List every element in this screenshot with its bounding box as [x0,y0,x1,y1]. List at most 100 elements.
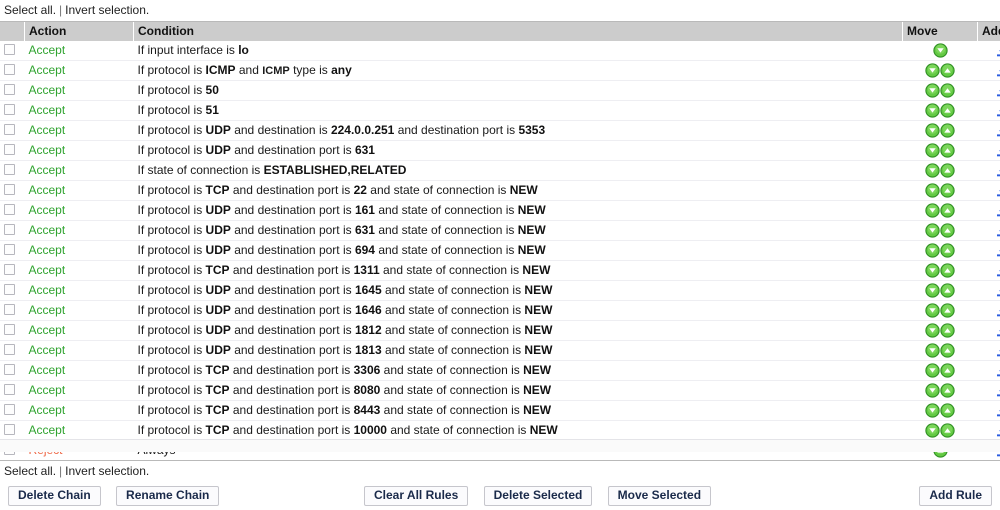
move-down-icon[interactable] [925,403,940,418]
row-checkbox[interactable] [4,364,15,375]
move-down-icon[interactable] [925,83,940,98]
row-checkbox[interactable] [4,184,15,195]
move-up-icon[interactable] [940,143,955,158]
move-up-icon[interactable] [940,123,955,138]
move-down-icon[interactable] [925,203,940,218]
select-all-link-top[interactable]: Select all. [4,3,56,17]
add-below-icon[interactable] [996,123,1000,137]
row-checkbox[interactable] [4,284,15,295]
add-below-icon[interactable] [996,203,1000,217]
rename-chain-button[interactable]: Rename Chain [116,486,219,506]
add-below-icon[interactable] [996,323,1000,337]
row-checkbox[interactable] [4,84,15,95]
move-down-icon[interactable] [925,223,940,238]
row-checkbox[interactable] [4,64,15,75]
row-checkbox[interactable] [4,104,15,115]
row-checkbox[interactable] [4,44,15,55]
rule-action-link[interactable]: Accept [29,123,66,137]
move-up-icon[interactable] [940,423,955,438]
add-below-icon[interactable] [996,243,1000,257]
select-all-link-bottom[interactable]: Select all. [4,464,56,478]
row-checkbox[interactable] [4,324,15,335]
move-up-icon[interactable] [940,383,955,398]
rule-action-link[interactable]: Accept [29,343,66,357]
rule-action-link[interactable]: Accept [29,63,66,77]
row-checkbox[interactable] [4,164,15,175]
rule-action-link[interactable]: Accept [29,323,66,337]
row-checkbox[interactable] [4,264,15,275]
move-up-icon[interactable] [940,343,955,358]
move-down-icon[interactable] [925,103,940,118]
row-checkbox[interactable] [4,244,15,255]
move-down-icon[interactable] [925,383,940,398]
add-below-icon[interactable] [996,143,1000,157]
move-up-icon[interactable] [940,163,955,178]
move-up-icon[interactable] [940,63,955,78]
row-checkbox[interactable] [4,204,15,215]
rule-action-link[interactable]: Accept [29,103,66,117]
rule-action-link[interactable]: Accept [29,43,66,57]
rule-action-link[interactable]: Accept [29,363,66,377]
add-below-icon[interactable] [996,303,1000,317]
rule-action-link[interactable]: Accept [29,243,66,257]
row-checkbox[interactable] [4,304,15,315]
row-checkbox[interactable] [4,404,15,415]
invert-selection-link-top[interactable]: Invert selection. [65,3,149,17]
add-below-icon[interactable] [996,283,1000,297]
move-down-icon[interactable] [925,363,940,378]
delete-chain-button[interactable]: Delete Chain [8,486,101,506]
rule-action-link[interactable]: Accept [29,403,66,417]
move-up-icon[interactable] [940,83,955,98]
move-down-icon[interactable] [925,283,940,298]
add-below-icon[interactable] [996,263,1000,277]
move-up-icon[interactable] [940,283,955,298]
move-down-icon[interactable] [925,323,940,338]
add-below-icon[interactable] [996,223,1000,237]
rule-action-link[interactable]: Accept [29,263,66,277]
move-down-icon[interactable] [933,43,948,58]
row-checkbox[interactable] [4,384,15,395]
add-below-icon[interactable] [996,403,1000,417]
rule-action-link[interactable]: Accept [29,203,66,217]
add-below-icon[interactable] [996,183,1000,197]
add-below-icon[interactable] [996,83,1000,97]
add-below-icon[interactable] [996,163,1000,177]
add-below-icon[interactable] [996,103,1000,117]
move-up-icon[interactable] [940,323,955,338]
rule-action-link[interactable]: Accept [29,303,66,317]
move-up-icon[interactable] [940,403,955,418]
rule-action-link[interactable]: Accept [29,383,66,397]
move-up-icon[interactable] [940,223,955,238]
move-up-icon[interactable] [940,263,955,278]
move-down-icon[interactable] [925,143,940,158]
add-below-icon[interactable] [996,383,1000,397]
add-below-icon[interactable] [996,363,1000,377]
rule-action-link[interactable]: Accept [29,143,66,157]
move-up-icon[interactable] [940,203,955,218]
add-rule-button[interactable]: Add Rule [919,486,992,506]
rule-action-link[interactable]: Accept [29,283,66,297]
move-down-icon[interactable] [925,343,940,358]
rule-action-link[interactable]: Accept [29,83,66,97]
rule-action-link[interactable]: Accept [29,223,66,237]
row-checkbox[interactable] [4,144,15,155]
add-below-icon[interactable] [996,343,1000,357]
move-up-icon[interactable] [940,363,955,378]
move-up-icon[interactable] [940,243,955,258]
add-below-icon[interactable] [996,423,1000,437]
rule-action-link[interactable]: Accept [29,423,66,437]
clear-all-rules-button[interactable]: Clear All Rules [364,486,468,506]
move-down-icon[interactable] [925,123,940,138]
invert-selection-link-bottom[interactable]: Invert selection. [65,464,149,478]
move-down-icon[interactable] [925,423,940,438]
move-down-icon[interactable] [925,243,940,258]
move-up-icon[interactable] [940,183,955,198]
add-below-icon[interactable] [996,63,1000,77]
rule-action-link[interactable]: Accept [29,183,66,197]
move-down-icon[interactable] [925,303,940,318]
row-checkbox[interactable] [4,124,15,135]
delete-selected-button[interactable]: Delete Selected [484,486,593,506]
move-down-icon[interactable] [925,63,940,78]
row-checkbox[interactable] [4,344,15,355]
move-selected-button[interactable]: Move Selected [608,486,711,506]
